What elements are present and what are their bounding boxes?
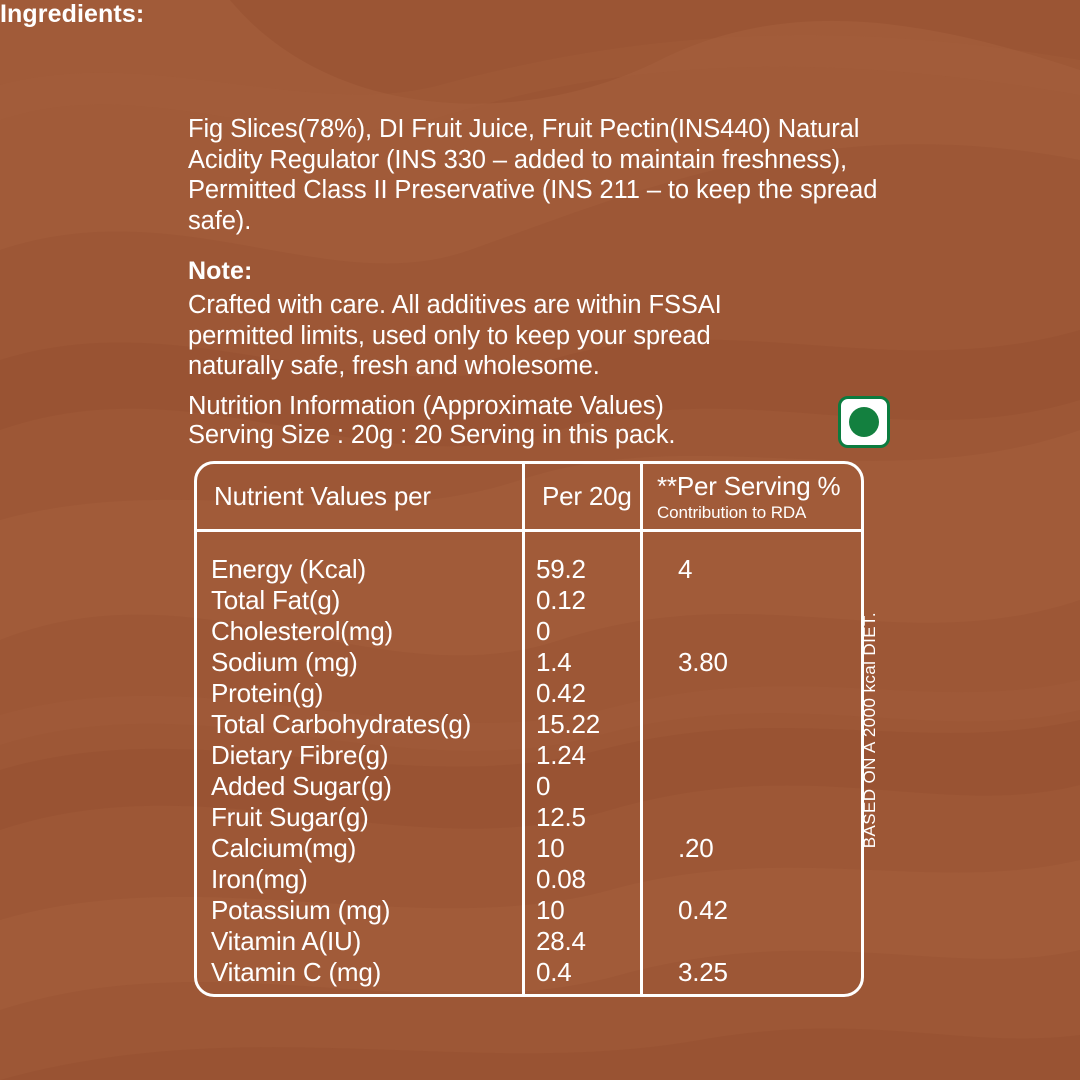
nutrient-name: Dietary Fibre(g)	[211, 740, 389, 770]
rda-percent-value: 4	[678, 554, 693, 584]
table-header-nutrient-label: Nutrient Values per	[214, 481, 431, 511]
rda-percent-value	[678, 802, 858, 833]
per-20g-column: 59.2 0.12 0 1.4 0.42 15.22 1.24 0 12.5 10 0.08 10 28…	[536, 554, 640, 988]
nutrition-facts-table: Nutrient Values per Per 20g **Per Servin…	[194, 461, 864, 997]
nutrient-name: Calcium(mg)	[211, 833, 357, 863]
rda-percent-value	[678, 678, 858, 709]
nutrient-name: Energy (Kcal)	[211, 554, 366, 584]
vegetarian-mark-icon	[838, 396, 890, 448]
nutrient-name: Vitamin C (mg)	[211, 957, 382, 987]
note-body: Crafted with care. All additives are wit…	[188, 291, 722, 380]
column-divider-1	[522, 532, 525, 994]
per-20g-value: 0	[536, 771, 551, 801]
nutrient-name: Potassium (mg)	[211, 895, 391, 925]
rda-percent-value	[678, 709, 858, 740]
note-heading: Note:	[188, 257, 253, 285]
per-20g-value: 12.5	[536, 802, 586, 832]
per-20g-value: 10	[536, 833, 565, 863]
rda-percent-value	[678, 740, 858, 771]
ingredients-heading: Ingredients:	[0, 0, 145, 28]
nutrition-info-block: Nutrition Information (Approximate Value…	[188, 392, 828, 449]
table-header-per-serving-label: Per 20g	[542, 481, 632, 511]
rda-percent-value: 3.25	[678, 957, 728, 987]
nutrient-name: Sodium (mg)	[211, 647, 358, 677]
nutrient-name: Iron(mg)	[211, 864, 308, 894]
rda-percent-value	[678, 864, 858, 895]
per-20g-value: 59.2	[536, 554, 586, 584]
table-header-rda: **Per Serving % Contribution to RDA	[640, 464, 864, 529]
rda-percent-value	[678, 926, 858, 957]
rda-percent-value: .20	[678, 833, 714, 863]
per-20g-value: 1.24	[536, 740, 586, 770]
vegetarian-mark-dot	[849, 407, 879, 437]
rda-percent-value: 3.80	[678, 647, 728, 677]
per-20g-value: 15.22	[536, 709, 601, 739]
nutrient-name: Protein(g)	[211, 678, 324, 708]
ingredients-body: Fig Slices(78%), DI Fruit Juice, Fruit P…	[188, 115, 878, 235]
per-20g-value: 0.12	[536, 585, 586, 615]
nutrient-name: Added Sugar(g)	[211, 771, 392, 801]
rda-percent-value	[678, 585, 858, 616]
based-on-diet-note: BASED ON A 2000 kcal DIET.	[855, 565, 885, 895]
nutrient-name: Vitamin A(IU)	[211, 926, 362, 956]
table-header-per-serving: Per 20g	[522, 464, 640, 529]
column-divider-2	[640, 532, 643, 994]
nutrient-name: Total Carbohydrates(g)	[211, 709, 472, 739]
table-header-rda-sublabel: Contribution to RDA	[657, 502, 807, 522]
nutrient-name: Fruit Sugar(g)	[211, 802, 369, 832]
per-20g-value: 0.4	[536, 957, 572, 987]
per-20g-value: 1.4	[536, 647, 572, 677]
serving-size-line: Serving Size : 20g : 20 Serving in this …	[188, 420, 676, 449]
per-20g-value: 0.08	[536, 864, 586, 894]
table-body: Energy (Kcal) Total Fat(g) Cholesterol(mg)…	[197, 532, 861, 994]
table-header-row: Nutrient Values per Per 20g **Per Servin…	[197, 464, 861, 532]
rda-percent-column: 4 3.80 .20 0.42 3.25	[678, 554, 858, 988]
per-20g-value: 28.4	[536, 926, 586, 956]
nutrient-name: Cholesterol(mg)	[211, 616, 393, 646]
nutrient-name: Total Fat(g)	[211, 585, 341, 615]
table-header-rda-label: **Per Serving %	[657, 470, 841, 501]
per-20g-value: 10	[536, 895, 565, 925]
nutrient-name-column: Energy (Kcal) Total Fat(g) Cholesterol(mg)…	[211, 554, 522, 988]
rda-percent-value: 0.42	[678, 895, 728, 925]
rda-percent-value	[678, 771, 858, 802]
nutrition-info-line-1: Nutrition Information (Approximate Value…	[188, 392, 664, 420]
per-20g-value: 0	[536, 616, 551, 646]
per-20g-value: 0.42	[536, 678, 586, 708]
table-header-nutrient: Nutrient Values per	[197, 464, 522, 529]
based-on-diet-note-text: BASED ON A 2000 kcal DIET.	[860, 611, 879, 849]
rda-percent-value	[678, 616, 858, 647]
